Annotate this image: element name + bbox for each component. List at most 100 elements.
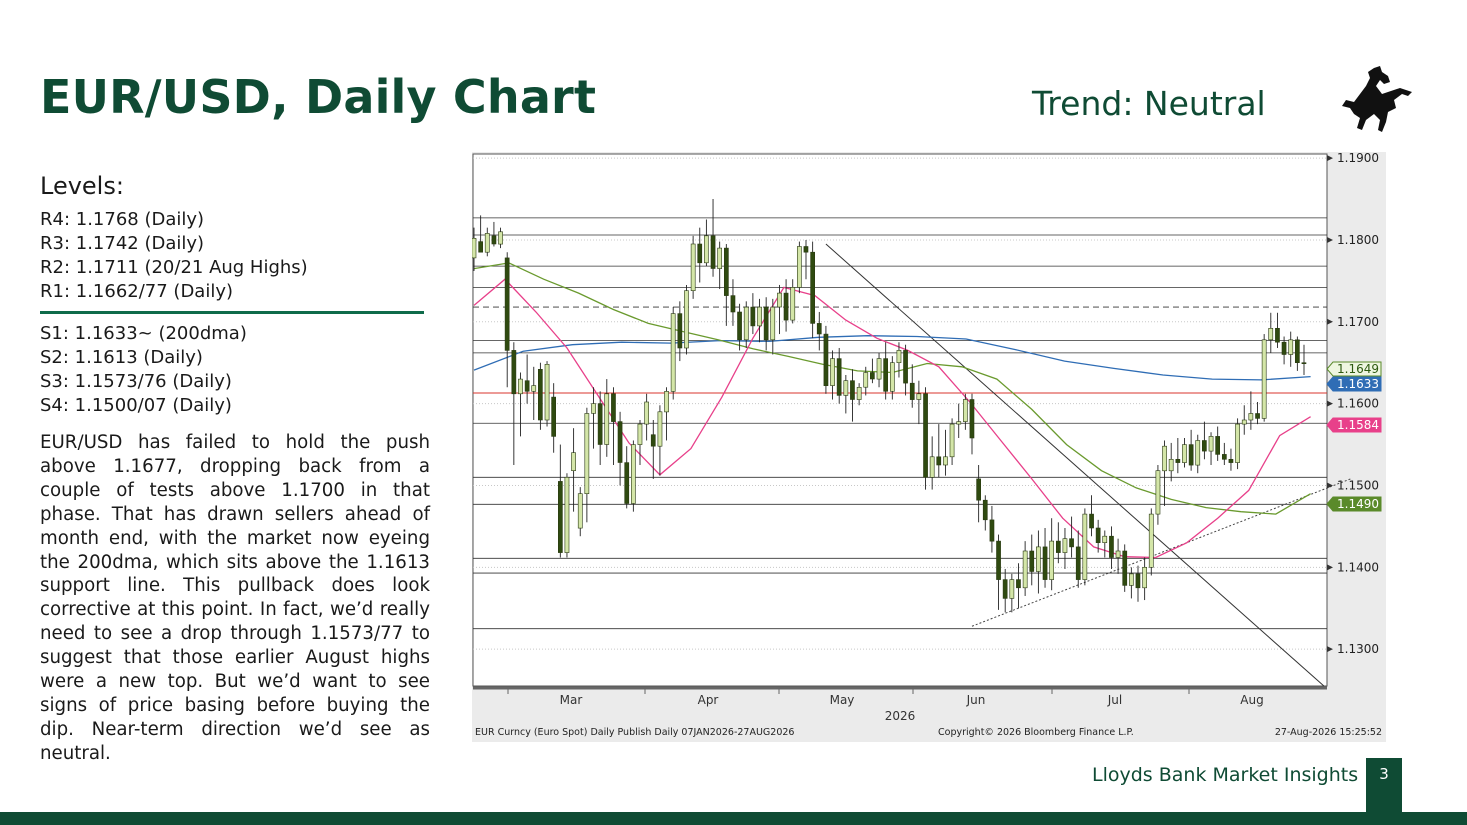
candle-body [909, 382, 915, 400]
value-tag [1326, 417, 1382, 433]
candle-body [810, 251, 816, 324]
x-tick-label: Aug [1240, 693, 1263, 707]
level-s1: S1: 1.1633~ (200dma) [40, 323, 247, 344]
candle-body [843, 380, 849, 396]
candle-body [1016, 579, 1021, 589]
candle-body [1029, 550, 1035, 572]
candle-body [650, 434, 656, 447]
y-tick-arrow [1327, 400, 1333, 407]
x-tick-label: Apr [698, 693, 719, 707]
y-tick-label: 1.1600 [1337, 397, 1379, 411]
candle-body [584, 413, 590, 494]
candle-body [1102, 535, 1108, 544]
candle-body [624, 462, 630, 504]
candle-body [1288, 339, 1294, 355]
candle-body [943, 456, 948, 466]
candle-body [1155, 470, 1161, 515]
candle-body [929, 456, 935, 478]
level-s3: S3: 1.1573/76 (Daily) [40, 371, 232, 392]
candle-body [1055, 540, 1061, 553]
candle-body [956, 421, 962, 425]
candle-body [491, 235, 497, 245]
candle-body [1049, 540, 1054, 580]
chart-svg: 1.1900 1.1800 1.1700 1.1600 1.1500 1.1400 1.13… [471, 151, 1386, 742]
price-chart: 1.1900 1.1800 1.1700 1.1600 1.1500 1.1400 1.13… [471, 151, 1386, 742]
candle-body [1255, 413, 1260, 419]
candle-body [1128, 573, 1134, 586]
y-tick-label: 1.1800 [1337, 233, 1379, 247]
y-tick-label: 1.1400 [1337, 560, 1379, 574]
candle-body [690, 243, 696, 292]
candle-body [1022, 550, 1028, 589]
chart-copyright: Copyright© 2026 Bloomberg Finance L.P. [938, 727, 1134, 738]
candle-body [856, 387, 862, 400]
candle-body [511, 350, 517, 395]
candle-body [823, 333, 829, 387]
candle-body [850, 380, 855, 400]
x-axis-year: 2026 [885, 709, 916, 723]
trend-label: Trend: Neutral [1032, 84, 1266, 123]
value-tag [1326, 376, 1382, 392]
y-tick-label: 1.1300 [1337, 642, 1379, 656]
commentary-text: EUR/USD has failed to hold the push abov… [40, 432, 430, 764]
y-tick-label: 1.1900 [1337, 152, 1379, 165]
candle-body [770, 306, 776, 341]
candle-body [524, 380, 530, 392]
candle-body [889, 362, 895, 392]
candle-body [577, 493, 583, 529]
candle-body [903, 350, 908, 384]
candle-body [670, 313, 676, 392]
candle-body [644, 401, 650, 425]
y-tick-arrow [1327, 318, 1333, 325]
candle-body [1042, 546, 1048, 580]
black-horse-icon [1336, 64, 1416, 134]
candle-body [743, 306, 749, 341]
levels-divider [40, 311, 424, 314]
candle-body [996, 540, 1001, 580]
candle-body [923, 393, 928, 478]
candle-body [763, 306, 769, 341]
candle-body [724, 247, 729, 296]
candle-body [730, 295, 736, 313]
candle-body [777, 292, 782, 308]
chart-timestamp: 27-Aug-2026 15:25:52 [1275, 727, 1382, 738]
candle-body [1095, 527, 1101, 543]
candle-body [1075, 546, 1081, 580]
candle-body [637, 423, 643, 445]
candle-body [498, 231, 503, 245]
candle-body [504, 257, 510, 351]
x-tick-label: Jul [1107, 693, 1122, 707]
candle-body [657, 411, 663, 447]
candle-body [830, 358, 835, 386]
footer-brand: Lloyds Bank Market Insights [1092, 764, 1359, 786]
candle-body [1089, 513, 1094, 529]
candle-body [836, 358, 842, 396]
candle-body [883, 358, 889, 392]
candle-body [531, 385, 537, 392]
candle-body [597, 403, 603, 445]
value-tag-label: 1.1633 [1337, 377, 1379, 391]
candle-body [969, 399, 975, 439]
candle-body [704, 235, 709, 264]
y-tick-arrow [1327, 564, 1333, 571]
level-r2: R2: 1.1711 (20/21 Aug Highs) [40, 257, 308, 278]
candle-body [617, 421, 623, 463]
candle-body [816, 323, 822, 335]
candle-body [1215, 436, 1220, 455]
level-r3: R3: 1.1742 (Daily) [40, 233, 205, 254]
value-tag [1326, 496, 1382, 512]
candle-body [1115, 550, 1121, 558]
candle-body [790, 287, 796, 321]
candle-body [478, 241, 483, 253]
candle-body [1062, 538, 1068, 553]
candle-body [710, 235, 716, 269]
candle-body [717, 247, 723, 269]
candle-body [1275, 328, 1280, 343]
candle-body [1182, 444, 1187, 463]
value-tag-label: 1.1584 [1337, 418, 1379, 432]
candle-body [1241, 419, 1247, 425]
candle-body [677, 313, 683, 349]
candle-body [571, 452, 576, 472]
value-tag-label: 1.1649 [1337, 362, 1379, 376]
candle-body [1294, 339, 1300, 364]
